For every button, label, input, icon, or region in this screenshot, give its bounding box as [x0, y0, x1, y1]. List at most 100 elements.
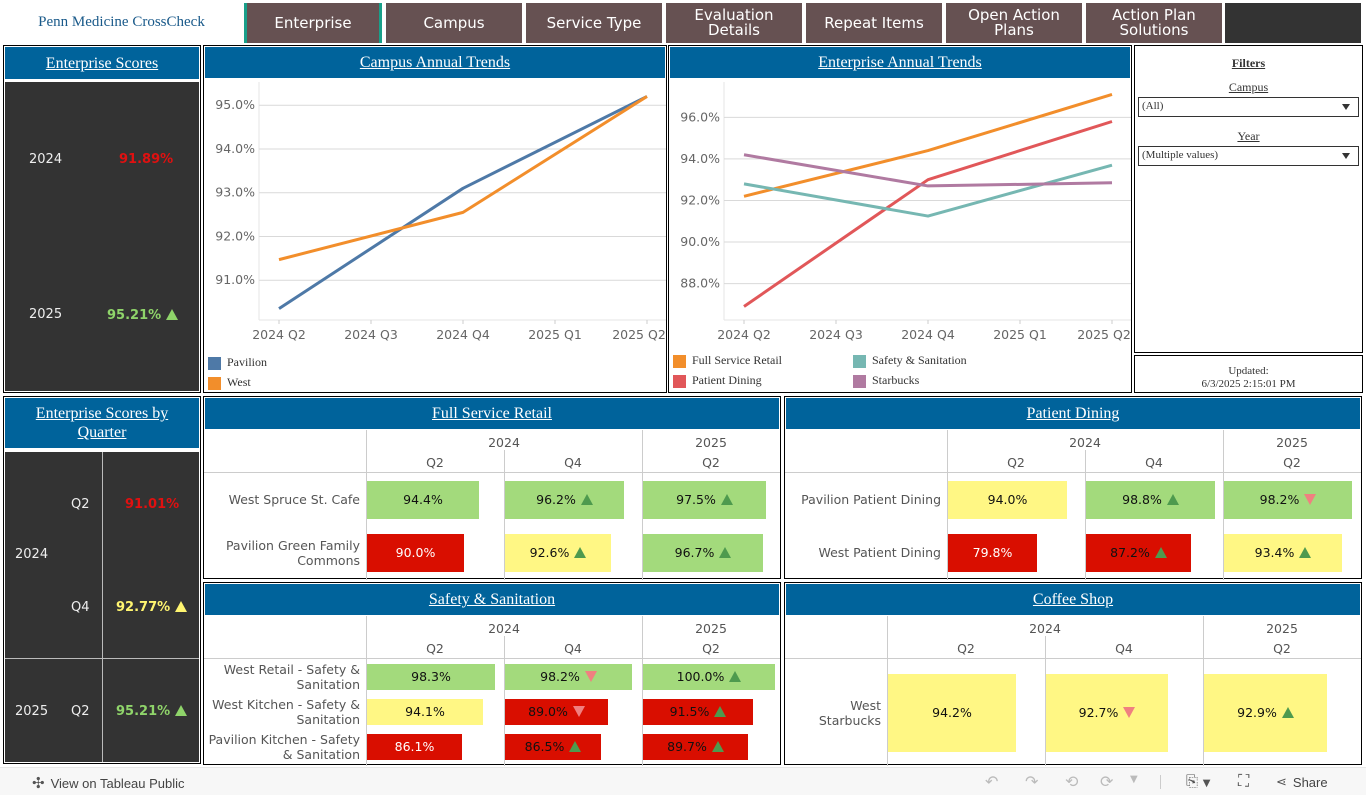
- score-cell-value: 93.4%: [1254, 545, 1295, 560]
- refresh-icon[interactable]: ⟳: [1100, 772, 1114, 791]
- column-header-quarter: Q2: [957, 641, 975, 656]
- campus-trends-title[interactable]: Campus Annual Trends: [205, 47, 665, 78]
- filters-title: Filters: [1231, 56, 1266, 70]
- score-cell[interactable]: 92.6%: [505, 533, 611, 572]
- download-icon[interactable]: ⎘ ▼: [1186, 772, 1211, 790]
- score-cell[interactable]: 98.3%: [367, 663, 495, 690]
- legend-item[interactable]: Starbucks: [853, 373, 919, 388]
- revert-icon[interactable]: ⟲: [1065, 772, 1079, 791]
- safety-sanitation-title[interactable]: Safety & Sanitation: [205, 584, 779, 615]
- score-cell[interactable]: 94.2%: [888, 673, 1016, 752]
- tab-enterprise[interactable]: Enterprise: [244, 3, 382, 43]
- full-service-retail-title[interactable]: Full Service Retail: [205, 398, 779, 429]
- column-header-year: 2025: [1266, 621, 1298, 636]
- score-cell-value: 96.2%: [536, 492, 576, 507]
- series-line-starbucks[interactable]: [743, 153, 1113, 188]
- enterprise-trends-chart[interactable]: 88.0% 90.0% 92.0% 94.0% 96.0% 2024 Q2 2024 Q3 2…: [669, 46, 1131, 392]
- column-header-quarter: Q2: [426, 455, 444, 470]
- chevron-down-icon: [1342, 104, 1350, 110]
- score-cell[interactable]: 89.0%: [505, 698, 608, 725]
- enterprise-by-quarter-body: 2024 Q2 91.01% Q4 92.77% 2025 Q2 95.21%: [5, 452, 199, 762]
- score-cell[interactable]: 96.7%: [643, 533, 763, 572]
- patient-dining-title[interactable]: Patient Dining: [786, 398, 1360, 429]
- score-cell[interactable]: 86.5%: [505, 733, 601, 760]
- divider: [785, 658, 1361, 659]
- score-cell-value: 87.2%: [1110, 545, 1150, 560]
- chevron-down-icon[interactable]: ▼: [1130, 774, 1138, 785]
- campus-trends-chart[interactable]: 91.0% 92.0% 93.0% 94.0% 95.0% 2024 Q2 2024 Q3 2…: [204, 46, 666, 392]
- row-label: West Patient Dining: [818, 545, 941, 560]
- series-line-pavilion[interactable]: [278, 95, 648, 310]
- score-cell[interactable]: 98.2%: [1224, 480, 1352, 519]
- score-cell-value: 94.0%: [987, 492, 1028, 507]
- legend-item[interactable]: Pavilion: [208, 355, 267, 370]
- score-cell[interactable]: 92.9%: [1204, 673, 1327, 752]
- legend-item[interactable]: West: [208, 375, 251, 390]
- share-icon: ⋖: [1276, 774, 1287, 789]
- y-tick-label: 93.0%: [215, 185, 255, 200]
- score-cell[interactable]: 93.4%: [1224, 533, 1342, 572]
- y-tick-label: 94.0%: [215, 141, 255, 156]
- trend-up-icon: [714, 706, 727, 717]
- y-tick-label: 92.0%: [215, 228, 255, 243]
- x-tick-label: 2025 Q1: [993, 327, 1047, 342]
- legend-swatch: [208, 376, 221, 390]
- year-filter-dropdown[interactable]: (Multiple values): [1138, 146, 1359, 166]
- score-cell-value: 97.5%: [676, 492, 716, 507]
- trend-down-icon: [572, 706, 585, 717]
- tab-evaluation-details[interactable]: Evaluation Details: [666, 3, 802, 43]
- legend-item[interactable]: Patient Dining: [673, 373, 762, 388]
- filters-panel: Filters Campus (All) Year (Multiple valu…: [1134, 45, 1363, 353]
- row-label: Pavilion Kitchen - Safety & Sanitation: [208, 731, 360, 762]
- score-cell[interactable]: 92.7%: [1046, 673, 1168, 752]
- score-cell[interactable]: 100.0%: [643, 663, 775, 690]
- y-tick-label: 92.0%: [680, 192, 720, 207]
- score-cell[interactable]: 98.8%: [1086, 480, 1215, 519]
- series-line-safety-sanitation[interactable]: [743, 163, 1113, 218]
- divider: [642, 616, 643, 766]
- enterprise-trends-title[interactable]: Enterprise Annual Trends: [670, 47, 1130, 78]
- score-cell[interactable]: 94.0%: [948, 480, 1067, 519]
- score-cell[interactable]: 86.1%: [367, 733, 462, 760]
- series-line-west[interactable]: [278, 95, 648, 262]
- score-cell[interactable]: 79.8%: [948, 533, 1037, 572]
- updated-timestamp: 6/3/2025 2:15:01 PM: [1201, 378, 1296, 390]
- trend-up-icon: [1281, 707, 1294, 718]
- x-tick-label: 2024 Q2: [717, 327, 771, 342]
- score-cell[interactable]: 96.2%: [505, 480, 624, 519]
- legend-item[interactable]: Safety & Sanitation: [853, 353, 967, 368]
- score-cell[interactable]: 98.2%: [505, 663, 632, 690]
- enterprise-by-quarter-title[interactable]: Enterprise Scores by Quarter: [5, 398, 199, 448]
- tab-open-action-plans[interactable]: Open Action Plans: [946, 3, 1082, 43]
- campus-filter-dropdown[interactable]: (All): [1138, 97, 1359, 117]
- tab-action-plan-solutions[interactable]: Action Plan Solutions: [1086, 3, 1222, 43]
- series-line-full-service-retail[interactable]: [743, 93, 1113, 198]
- fullscreen-icon[interactable]: ⛶: [1238, 771, 1250, 790]
- series-line-patient-dining[interactable]: [743, 120, 1113, 308]
- column-header-quarter: Q4: [1115, 641, 1133, 656]
- redo-icon[interactable]: ↷: [1025, 772, 1039, 791]
- undo-icon[interactable]: ↶: [985, 772, 999, 791]
- legend-item[interactable]: Full Service Retail: [673, 353, 782, 368]
- divider: [1203, 616, 1204, 766]
- tab-service-type[interactable]: Service Type: [526, 3, 662, 43]
- view-on-tableau-link[interactable]: ✣ View on Tableau Public: [32, 774, 185, 792]
- score-cell[interactable]: 89.7%: [643, 733, 748, 760]
- score-cell[interactable]: 94.1%: [367, 698, 483, 725]
- share-button[interactable]: ⋖ Share: [1276, 774, 1328, 790]
- score-cell[interactable]: 87.2%: [1086, 533, 1191, 572]
- coffee-shop-title[interactable]: Coffee Shop: [786, 584, 1360, 615]
- score-cell[interactable]: 94.4%: [367, 480, 479, 519]
- tableau-logo-icon: ✣: [32, 775, 45, 792]
- enterprise-scores-title[interactable]: Enterprise Scores: [5, 47, 199, 79]
- tab-campus[interactable]: Campus: [386, 3, 522, 43]
- divider: [5, 658, 199, 659]
- divider: [887, 616, 888, 766]
- row-label: West Kitchen - Safety & Sanitation: [212, 696, 360, 727]
- score-cell[interactable]: 91.5%: [643, 698, 753, 725]
- score-cell[interactable]: 97.5%: [643, 480, 766, 519]
- tab-repeat-items[interactable]: Repeat Items: [806, 3, 942, 43]
- score-cell[interactable]: 90.0%: [367, 533, 464, 572]
- y-tick-label: 95.0%: [215, 97, 255, 112]
- score-year: 2025: [29, 307, 63, 322]
